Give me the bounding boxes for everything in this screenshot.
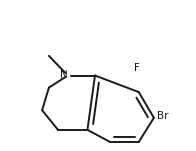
- Text: F: F: [133, 63, 139, 73]
- Text: Br: Br: [157, 111, 168, 121]
- Text: N: N: [60, 70, 68, 80]
